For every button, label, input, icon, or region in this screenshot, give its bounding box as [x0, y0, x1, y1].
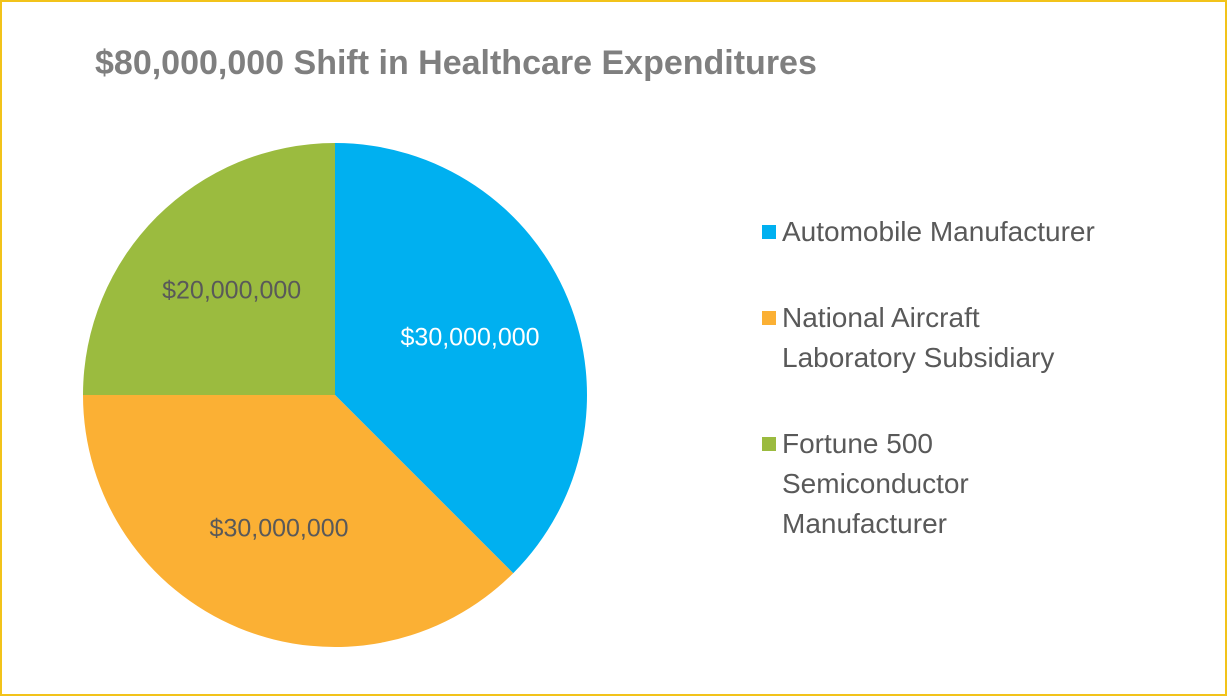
chart-title: $80,000,000 Shift in Healthcare Expendit…	[95, 44, 817, 82]
legend-label: Automobile Manufacturer	[782, 216, 1095, 247]
slice-label: $30,000,000	[210, 515, 349, 543]
slice-label: $30,000,000	[401, 324, 540, 352]
legend-label: Fortune 500 Semiconductor Manufacturer	[782, 428, 969, 539]
pie-slice	[83, 143, 335, 395]
legend-swatch	[762, 311, 776, 325]
legend-swatch	[762, 225, 776, 239]
legend-entry: Automobile Manufacturer	[762, 212, 1122, 252]
legend-entry: National Aircraft Laboratory Subsidiary	[762, 298, 1122, 378]
legend: Automobile Manufacturer National Aircraft…	[762, 212, 1122, 590]
slice-label: $20,000,000	[162, 276, 301, 304]
pie-slice	[82, 395, 514, 648]
legend-label: National Aircraft Laboratory Subsidiary	[782, 302, 1055, 373]
legend-swatch	[762, 437, 776, 451]
legend-entry: Fortune 500 Semiconductor Manufacturer	[762, 424, 1122, 544]
pie-slice	[335, 143, 588, 574]
